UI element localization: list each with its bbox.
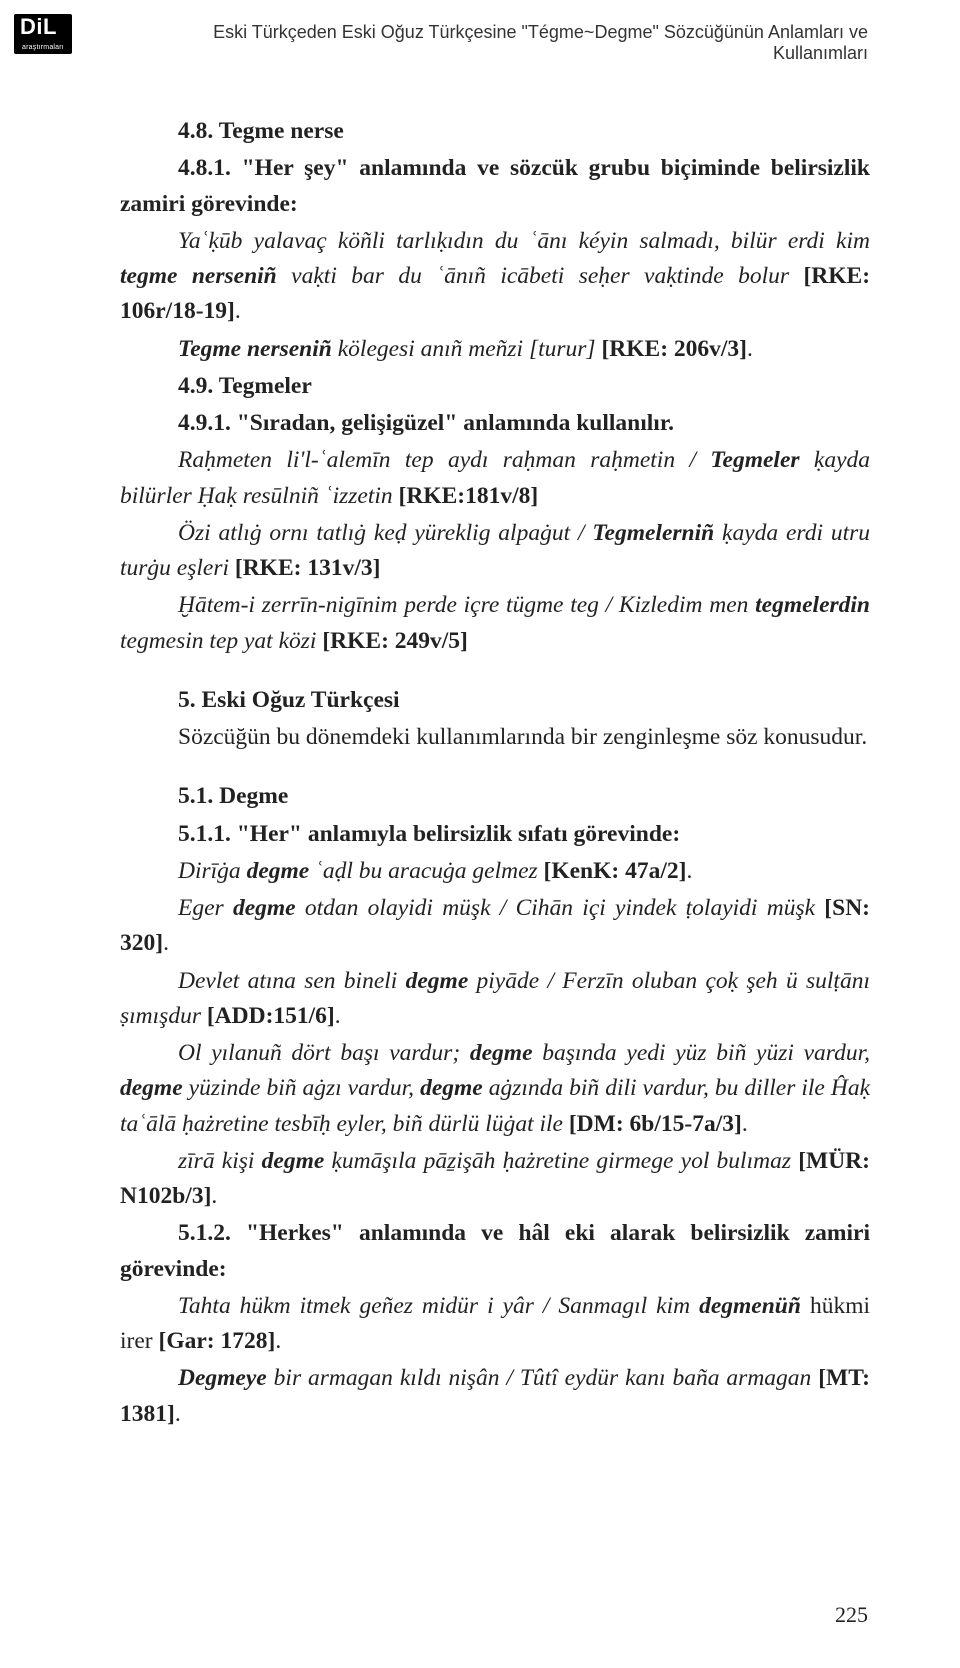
paragraph: 5.1.2. "Herkes" anlamında ve hâl eki ala… [120,1216,870,1287]
text-run: [RKE: 206v/3] [601,336,747,362]
text-run: tegme nerseniñ [120,263,277,289]
text-run: . [335,1003,341,1029]
text-run: [DM: 6b/15-7a/3] [569,1111,742,1137]
paragraph: Tahta hükm itmek geñez midür i yâr / San… [120,1289,870,1360]
paragraph: Ḫātem-i zerrīn-nigīnim perde içre tügme … [120,588,870,659]
text-run: Dirīġa [178,858,247,884]
text-run: . [235,298,241,324]
paragraph: Dirīġa degme ʿaḍl bu aracuġa gelmez [Ken… [120,854,870,889]
text-run: Tegme nerseniñ [178,336,332,362]
text-run: zīrā kişi [178,1148,262,1174]
text-run: [RKE: 249v/5] [322,628,468,654]
text-run: degme [247,858,310,884]
text-run: 4.9.1. "Sıradan, gelişigüzel" anlamında … [178,410,674,436]
text-run: . [211,1183,217,1209]
paragraph: Eger degme otdan olayidi müşk / Cihān iç… [120,891,870,962]
text-run: 5.1.2. "Herkes" anlamında ve hâl eki ala… [120,1220,870,1281]
paragraph: Tegme nerseniñ kölegesi anıñ meñzi [turu… [120,332,870,367]
article-body: 4.8. Tegme nerse 4.8.1. "Her şey" anlamın… [120,114,870,1432]
text-run: [RKE: 131v/3] [235,555,381,581]
text-run: degme [262,1148,325,1174]
text-run: tegmesin tep yat közi [120,628,322,654]
text-run: degme [120,1075,183,1101]
paragraph: 5.1. Degme [120,779,870,814]
text-run: 4.8. Tegme nerse [178,118,344,144]
paragraph: 4.8. Tegme nerse [120,114,870,149]
text-run: degme [470,1040,533,1066]
text-run: degme [420,1075,483,1101]
text-run: bir armagan kıldı nişân / Tûtî eydür kan… [267,1365,819,1391]
text-run: yüzinde biñ aġzı vardur, [183,1075,420,1101]
text-run: Özi atlıġ ornı tatlıġ keḍ yüreklig alpaġ… [178,520,592,546]
text-run: degme [233,895,296,921]
text-run: Yaʿḳūb yalavaç köñli tarlıḳıdın du ʿānı … [178,228,870,254]
text-run: ʿaḍl bu aracuġa gelmez [309,858,543,884]
text-run: Ḫātem-i zerrīn-nigīnim perde içre tügme … [178,592,755,618]
text-run: Degmeye [178,1365,267,1391]
paragraph: zīrā kişi degme ḳumāşıla pāẕişāh ḥażreti… [120,1144,870,1215]
text-run: . [686,858,692,884]
paragraph: Raḥmeten li'l-ʿalemīn tep aydı raḥman ra… [120,443,870,514]
text-run: [RKE:181v/8] [399,483,539,509]
logo-title: DiL [14,14,72,42]
text-run: . [747,336,753,362]
text-run: otdan olayidi müşk / Cihān içi yindek ṭo… [296,895,825,921]
text-run: [Gar: 1728] [159,1328,276,1354]
paragraph: Sözcüğün bu dönemdeki kullanımlarında bi… [120,720,870,755]
paragraph: Degmeye bir armagan kıldı nişân / Tûtî e… [120,1361,870,1432]
text-run: Eger [178,895,233,921]
text-run: Tahta hükm itmek geñez midür i yâr / San… [178,1293,699,1319]
running-head: Eski Türkçeden Eski Oğuz Türkçesine "Tég… [120,22,870,64]
paragraph: 4.9. Tegmeler [120,369,870,404]
text-run: 5.1.1. "Her" anlamıyla belirsizlik sıfat… [178,821,680,847]
text-run: 5.1. Degme [178,783,288,809]
text-run: başında yedi yüz biñ yüzi vardur, [533,1040,870,1066]
text-run: Tegmelerniñ [592,520,714,546]
paragraph: Ol yılanuñ dört başı vardur; degme başın… [120,1036,870,1142]
text-run: 5. Eski Oğuz Türkçesi [178,687,400,713]
journal-logo: DiL araştırmaları [14,14,72,54]
paragraph: 4.9.1. "Sıradan, gelişigüzel" anlamında … [120,406,870,441]
text-run: 4.8.1. "Her şey" anlamında ve sözcük gru… [120,155,870,216]
text-run: Devlet atına sen bineli [178,968,406,994]
paragraph: Devlet atına sen bineli degme piyāde / F… [120,964,870,1035]
text-run: Ol yılanuñ dört başı vardur; [178,1040,470,1066]
text-run: [KenK: 47a/2] [544,858,687,884]
text-run: . [275,1328,281,1354]
paragraph: 5.1.1. "Her" anlamıyla belirsizlik sıfat… [120,817,870,852]
text-run: . [175,1401,181,1427]
text-run: kölegesi anıñ meñzi [turur] [332,336,602,362]
page: DiL araştırmaları Eski Türkçeden Eski Oğ… [0,0,960,1668]
text-run: 4.9. Tegmeler [178,373,312,399]
paragraph: Özi atlıġ ornı tatlıġ keḍ yüreklig alpaġ… [120,516,870,587]
page-number: 225 [835,1602,868,1628]
text-run: [ADD:151/6] [207,1003,335,1029]
text-run: Raḥmeten li'l-ʿalemīn tep aydı raḥman ra… [178,447,710,473]
text-run: . [742,1111,748,1137]
paragraph: Yaʿḳūb yalavaç köñli tarlıḳıdın du ʿānı … [120,224,870,330]
text-run: vaḳti bar du ʿānıñ icābeti seḥer vaḳtind… [277,263,804,289]
paragraph: 4.8.1. "Her şey" anlamında ve sözcük gru… [120,151,870,222]
logo-subtitle: araştırmaları [14,42,72,54]
text-run: . [163,930,169,956]
text-run: Tegmeler [710,447,799,473]
text-run: degme [406,968,469,994]
paragraph: 5. Eski Oğuz Türkçesi [120,683,870,718]
text-run: Sözcüğün bu dönemdeki kullanımlarında bi… [178,724,867,750]
text-run: ḳumāşıla pāẕişāh ḥażretine girmege yol b… [324,1148,798,1174]
text-run: degmenüñ [699,1293,801,1319]
text-run: tegmelerdin [755,592,870,618]
